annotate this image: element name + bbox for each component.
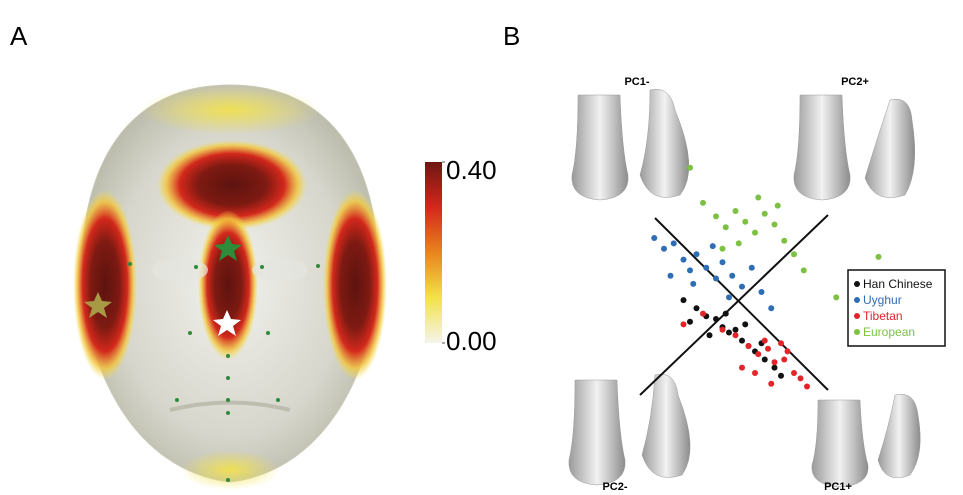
point: [733, 332, 739, 338]
point: [833, 294, 839, 300]
point: [694, 305, 700, 311]
point: [720, 259, 726, 265]
point: [765, 346, 771, 352]
point: [703, 265, 709, 271]
point: [801, 267, 807, 273]
point: [720, 327, 726, 333]
legend-label: European: [863, 325, 915, 339]
point: [700, 311, 706, 317]
point: [746, 343, 752, 349]
point: [720, 246, 726, 252]
nose-label: PC2-: [602, 481, 627, 493]
pc-axes: [640, 215, 828, 395]
point: [742, 321, 748, 327]
point: [755, 195, 761, 201]
point: [752, 230, 758, 236]
point: [798, 375, 804, 381]
point: [772, 365, 778, 371]
colorbar: [425, 162, 442, 343]
point: [713, 213, 719, 219]
point: [781, 357, 787, 363]
panel-label: B: [503, 21, 520, 51]
legend-marker: [854, 281, 860, 287]
point: [772, 359, 778, 365]
point: [707, 332, 713, 338]
point: [668, 273, 674, 279]
point: [729, 273, 735, 279]
point: [671, 240, 677, 246]
point: [700, 200, 706, 206]
legend-marker: [854, 329, 860, 335]
point: [759, 289, 765, 295]
colorbar-tick-label: 0.00: [446, 326, 497, 356]
panel-label: A: [10, 21, 28, 51]
point: [726, 294, 732, 300]
point: [687, 319, 693, 325]
point: [762, 357, 768, 363]
point: [778, 340, 784, 346]
point: [651, 235, 657, 241]
point: [785, 348, 791, 354]
point: [661, 246, 667, 252]
point: [768, 381, 774, 387]
point: [736, 240, 742, 246]
point: [772, 222, 778, 228]
point: [681, 297, 687, 303]
figure: A B 0.400.00PC1-PC2+PC2-PC: [0, 0, 963, 495]
point: [726, 330, 732, 336]
point: [768, 305, 774, 311]
legend-marker: [854, 313, 860, 319]
point: [755, 351, 761, 357]
point: [762, 338, 768, 344]
point: [739, 338, 745, 344]
point: [739, 284, 745, 290]
legend-label: Han Chinese: [863, 277, 933, 291]
point: [775, 203, 781, 209]
point: [710, 243, 716, 249]
point: [778, 373, 784, 379]
point: [723, 311, 729, 317]
legend-marker: [854, 297, 860, 303]
point: [762, 211, 768, 217]
point: [791, 370, 797, 376]
point: [733, 327, 739, 333]
point: [804, 384, 810, 390]
point: [687, 267, 693, 273]
point: [749, 265, 755, 271]
point: [723, 224, 729, 230]
point: [694, 251, 700, 257]
face-map: [73, 85, 387, 490]
point: [781, 238, 787, 244]
point: [690, 281, 696, 287]
point: [681, 257, 687, 263]
point: [752, 370, 758, 376]
nose-label: PC1-: [624, 76, 649, 88]
point: [713, 316, 719, 322]
point: [687, 165, 693, 171]
point: [876, 254, 882, 260]
point: [713, 276, 719, 282]
legend-label: Uyghur: [863, 293, 902, 307]
colorbar-tick-label: 0.40: [446, 155, 497, 185]
nose-label: PC2+: [841, 76, 869, 88]
point: [681, 321, 687, 327]
point: [739, 365, 745, 371]
legend-label: Tibetan: [863, 309, 903, 323]
point: [742, 219, 748, 225]
nose-label: PC1+: [824, 481, 852, 493]
point: [791, 251, 797, 257]
point: [733, 208, 739, 214]
